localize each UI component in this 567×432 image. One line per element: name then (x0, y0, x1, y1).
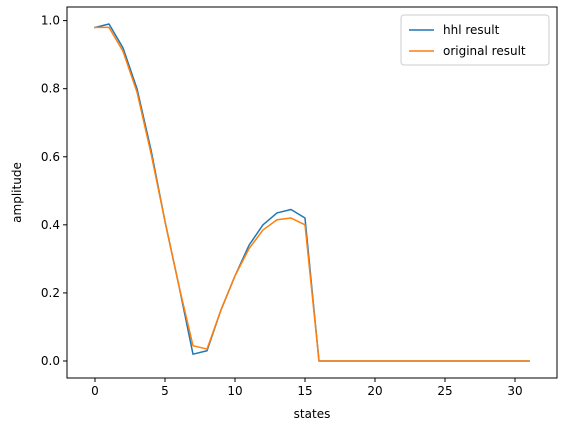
legend-box (400, 14, 550, 66)
y-tick-label: 0.2 (41, 286, 60, 300)
y-tick-label: 1.0 (41, 14, 60, 28)
legend-label: original result (443, 44, 526, 58)
x-tick-label: 5 (161, 384, 169, 398)
x-tick-label: 30 (507, 384, 522, 398)
x-tick-label: 10 (227, 384, 242, 398)
y-tick-label: 0.8 (41, 82, 60, 96)
x-tick-label: 15 (297, 384, 312, 398)
x-axis-label: states (294, 407, 331, 421)
y-axis-label: amplitude (10, 162, 24, 223)
legend: hhl result original result (400, 14, 550, 66)
x-tick-label: 25 (437, 384, 452, 398)
x-axis-ticks: 0 5 10 15 20 25 30 (91, 378, 523, 398)
plot-area-frame (66, 6, 558, 379)
x-tick-label: 0 (91, 384, 99, 398)
series-layer (94, 23, 530, 362)
x-tick-label: 20 (367, 384, 382, 398)
y-tick-label: 0.0 (41, 354, 60, 368)
legend-label: hhl result (443, 23, 500, 37)
y-tick-label: 0.4 (41, 218, 60, 232)
series-line-original-result (94, 26, 530, 362)
y-tick-label: 0.6 (41, 150, 60, 164)
plot-area-background (67, 7, 557, 378)
y-axis-ticks: 0.0 0.2 0.4 0.6 0.8 1.0 (41, 14, 67, 368)
